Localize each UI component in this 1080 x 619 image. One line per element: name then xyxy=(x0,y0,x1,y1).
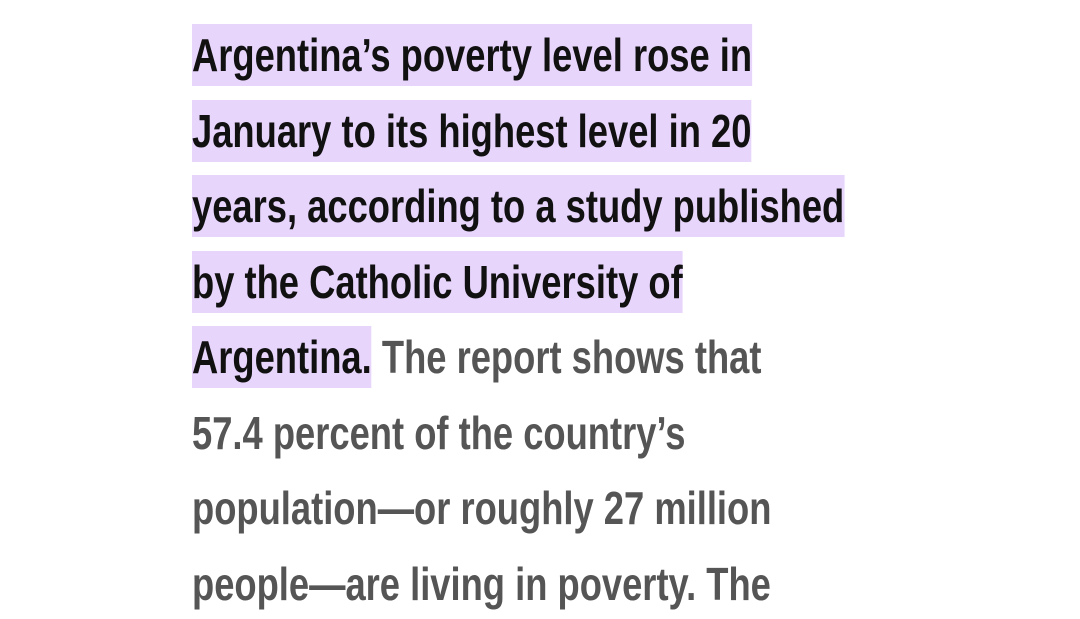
highlighted-text: Argentina’s poverty level rose in xyxy=(192,24,753,86)
text-line: people—are living in poverty. The xyxy=(192,553,771,615)
text-line: by the Catholic University of xyxy=(192,250,683,313)
text-line: January to its highest level in 20 xyxy=(192,99,752,162)
body-text: people—are living in poverty. The xyxy=(192,557,771,610)
text-line: Argentina. The report shows that xyxy=(192,326,761,388)
text-line: Argentina’s poverty level rose in xyxy=(192,24,753,86)
text-line: population—or roughly 27 million xyxy=(192,477,771,539)
highlighted-text: years, according to a study published xyxy=(192,175,845,237)
highlighted-text: by the Catholic University of xyxy=(192,250,683,313)
body-text: 57.4 percent of the country’s xyxy=(192,406,686,459)
text-line: years, according to a study published xyxy=(192,175,845,237)
highlighted-text: Argentina. xyxy=(192,326,372,388)
text-line: 57.4 percent of the country’s xyxy=(192,402,685,464)
body-text: population—or roughly 27 million xyxy=(192,482,772,534)
body-text: The report shows that xyxy=(381,331,762,383)
highlighted-text: January to its highest level in 20 xyxy=(192,99,752,162)
